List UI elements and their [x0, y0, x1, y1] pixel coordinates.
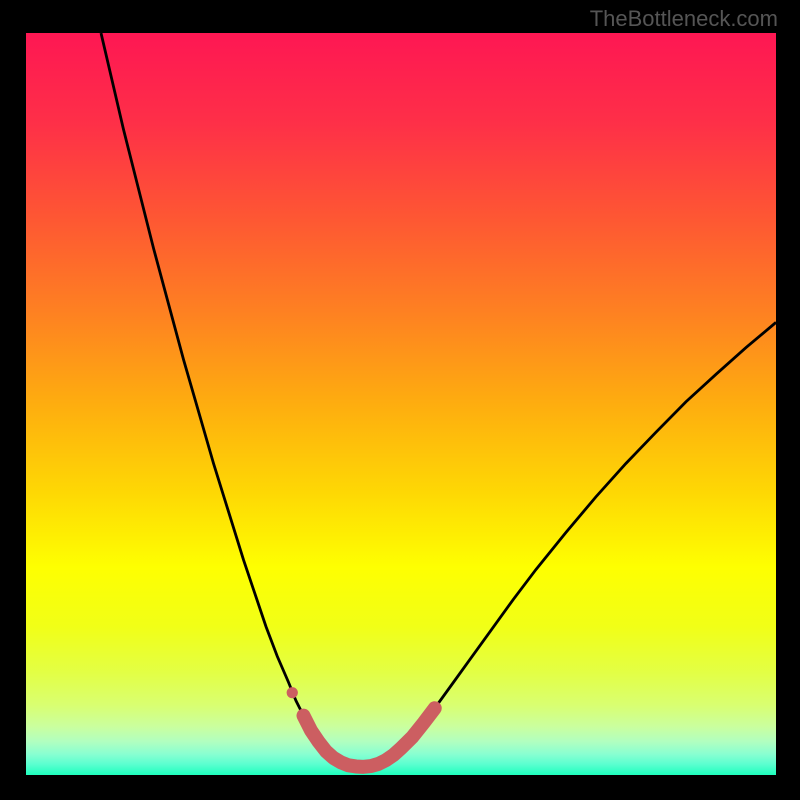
plot-area	[26, 33, 776, 775]
chart-frame	[26, 33, 776, 775]
chart-svg	[26, 33, 776, 775]
bottleneck-curve	[101, 33, 776, 767]
highlight-band	[304, 708, 435, 767]
watermark-text: TheBottleneck.com	[590, 6, 778, 32]
highlight-dot	[287, 687, 298, 698]
